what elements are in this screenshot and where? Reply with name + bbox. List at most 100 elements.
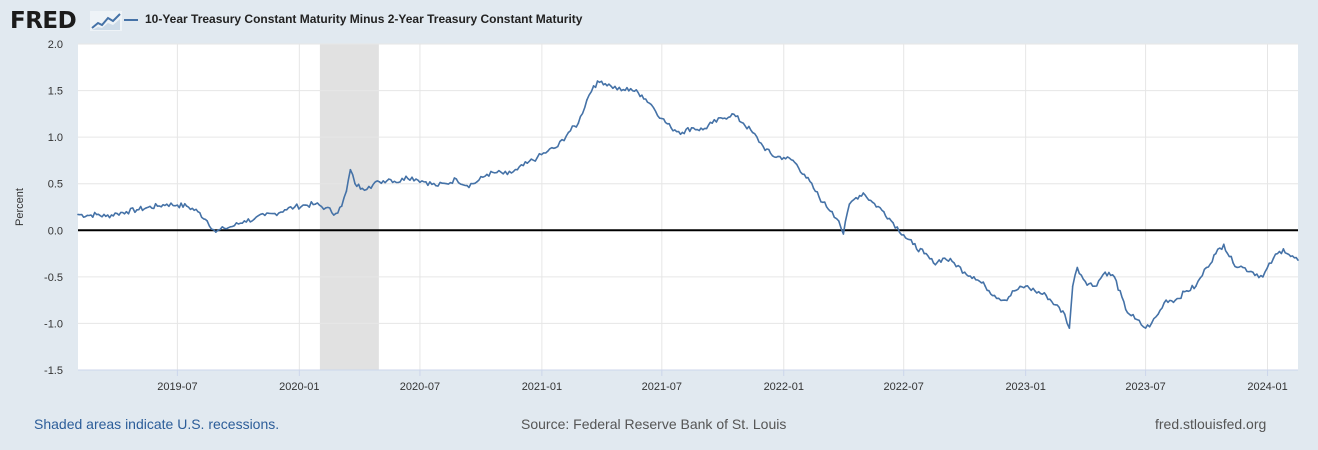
data-point (476, 181, 478, 183)
y-tick-label: -1.0 (44, 318, 63, 330)
data-point (387, 178, 390, 180)
line-chart: -1.5 -1.0 -0.5 0.0 0.5 1.0 1.5 2.0 2019-07 2020-0… (14, 39, 1299, 393)
data-point (670, 127, 672, 129)
data-point (314, 203, 317, 206)
data-point (1252, 271, 1254, 273)
data-point (923, 252, 926, 255)
data-point (731, 113, 733, 115)
data-point (831, 210, 833, 213)
data-point (1034, 290, 1036, 292)
x-tick-label: 2023-07 (1125, 381, 1165, 393)
data-point (378, 181, 381, 183)
data-point (871, 201, 874, 204)
data-point (445, 182, 448, 185)
x-tick-label: 2023-01 (1005, 381, 1045, 393)
data-point (1024, 285, 1027, 287)
data-point (1185, 290, 1188, 292)
data-point (1150, 322, 1153, 325)
data-point (283, 208, 286, 211)
fred-logo-text: FRED (10, 8, 77, 34)
data-point (1222, 243, 1225, 246)
data-point (661, 117, 663, 120)
data-point (842, 233, 845, 235)
data-point (812, 187, 815, 190)
data-point (862, 192, 865, 194)
data-point (650, 103, 653, 106)
data-point (1157, 313, 1159, 315)
data-point (1262, 276, 1264, 278)
data-point (556, 145, 559, 148)
data-point (721, 117, 724, 120)
legend-label: 10-Year Treasury Constant Maturity Minus… (145, 12, 583, 26)
data-point (368, 185, 370, 188)
data-point (600, 80, 603, 83)
x-tick-label: 2022-07 (884, 381, 924, 393)
data-point (1093, 285, 1096, 287)
data-point (233, 224, 236, 227)
data-point (206, 220, 209, 222)
data-point (526, 162, 529, 165)
data-point (264, 214, 266, 217)
data-point (855, 196, 857, 199)
data-point (399, 181, 401, 183)
data-point (86, 214, 89, 217)
data-point (361, 187, 364, 190)
plot-area (78, 44, 1298, 370)
data-point (1134, 317, 1136, 320)
data-point (883, 210, 885, 213)
source-text: Source: Federal Reserve Bank of St. Loui… (521, 416, 787, 432)
site-link[interactable]: fred.stlouisfed.org (1155, 416, 1267, 432)
data-point (592, 85, 595, 87)
recession-note[interactable]: Shaded areas indicate U.S. recessions. (34, 416, 280, 432)
y-axis-label: Percent (14, 188, 26, 226)
data-point (993, 294, 996, 297)
data-point (771, 154, 774, 157)
data-point (1045, 294, 1047, 297)
data-point (902, 234, 905, 236)
data-point (1174, 299, 1177, 301)
data-point (349, 168, 352, 171)
data-point (912, 243, 914, 246)
data-point (1004, 299, 1006, 301)
data-point (145, 207, 148, 209)
data-point (1124, 308, 1127, 311)
data-point (1076, 266, 1079, 269)
recession-band (319, 44, 379, 370)
data-point (243, 220, 246, 222)
data-point (837, 220, 840, 222)
data-point (973, 276, 975, 278)
data-point (641, 94, 643, 97)
data-point (620, 89, 623, 92)
data-point (77, 213, 79, 216)
data-point (340, 205, 343, 207)
data-point (1205, 266, 1208, 269)
data-point (125, 210, 128, 213)
data-point (136, 208, 138, 211)
data-point (466, 184, 468, 187)
data-point (762, 145, 765, 148)
chart-trend-icon (90, 11, 122, 31)
data-point (690, 127, 693, 129)
data-point (963, 271, 966, 273)
x-tick-label: 2022-01 (764, 381, 804, 393)
data-point (223, 227, 226, 230)
data-point (293, 206, 296, 208)
data-point (609, 85, 612, 87)
data-point (1242, 266, 1244, 269)
data-point (345, 190, 348, 192)
data-point (516, 168, 519, 171)
data-point (1289, 255, 1292, 258)
data-point (1272, 257, 1275, 260)
data-point (932, 262, 935, 264)
data-point (1195, 285, 1197, 287)
y-tick-label: 1.5 (48, 86, 63, 98)
data-point (1232, 262, 1234, 264)
y-tick-label: 2.0 (48, 39, 63, 51)
x-tick-label: 2019-07 (157, 381, 197, 393)
y-tick-label: -1.5 (44, 365, 63, 377)
data-point (536, 156, 539, 159)
data-point (156, 205, 159, 207)
x-tick-label: 2020-01 (279, 381, 319, 393)
data-point (1165, 299, 1167, 301)
x-tick-label: 2020-07 (400, 381, 440, 393)
